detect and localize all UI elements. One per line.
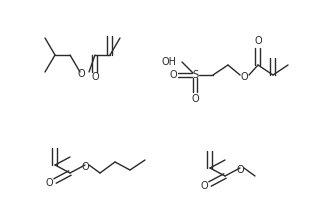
Text: OH: OH <box>162 57 177 67</box>
Text: O: O <box>81 162 89 172</box>
Text: O: O <box>169 70 177 80</box>
Text: O: O <box>236 165 244 175</box>
Text: O: O <box>254 36 262 46</box>
Text: O: O <box>240 72 248 82</box>
Text: O: O <box>200 181 208 191</box>
Text: O: O <box>191 94 199 104</box>
Text: S: S <box>192 70 198 80</box>
Text: O: O <box>91 72 99 82</box>
Text: O: O <box>45 178 53 188</box>
Text: O: O <box>77 69 85 79</box>
